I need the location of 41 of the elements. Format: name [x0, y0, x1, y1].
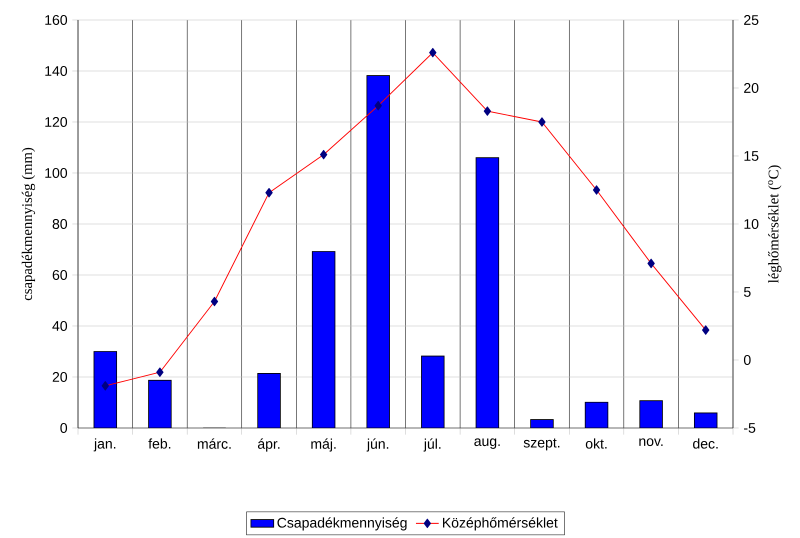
- y-tick-label: 40: [52, 321, 68, 331]
- y-tick-label: 20: [52, 372, 68, 382]
- x-tick-label: márc.: [198, 438, 231, 449]
- legend-label: Középhőmérséklet: [443, 517, 558, 530]
- bar: [421, 356, 445, 428]
- x-tick-label: máj.: [311, 438, 336, 452]
- x-tick-label: dec.: [693, 438, 718, 449]
- x-tick-label: aug.: [474, 438, 500, 449]
- legend-label: Csapadékmennyiség: [277, 517, 407, 530]
- y2-tick-label: -5: [744, 423, 756, 433]
- x-tick-label: jan.: [94, 438, 116, 452]
- bar: [312, 251, 336, 428]
- y2-tick-label: 5: [744, 287, 751, 297]
- y-tick-label: 0: [60, 423, 68, 433]
- x-tick-label: feb.: [148, 438, 170, 449]
- x-tick-label: szept.: [524, 438, 560, 450]
- x-tick-label: nov.: [639, 438, 663, 446]
- bar: [94, 351, 118, 428]
- bar: [366, 75, 390, 428]
- y-tick-label: 160: [45, 15, 68, 25]
- x-tick-label: ápr.: [258, 438, 280, 452]
- y-tick-label: 100: [45, 168, 68, 178]
- y2-tick-label: 10: [744, 219, 758, 229]
- y-tick-label: 120: [45, 117, 68, 127]
- bar: [639, 400, 663, 428]
- y2-tick-label: 15: [744, 151, 758, 161]
- y-axis-title: csapadékmennyiség (mm): [22, 148, 36, 300]
- y2-axis-title: léghőmérséklet ($^{o}$C): [768, 165, 782, 284]
- bar: [476, 157, 500, 428]
- y-tick-label: 60: [52, 270, 68, 280]
- bar: [257, 373, 281, 428]
- bar: [584, 402, 608, 428]
- x-tick-label: júl.: [424, 438, 440, 452]
- y2-tick-label: 25: [744, 15, 758, 25]
- y2-tick-label: 20: [744, 83, 758, 93]
- bar: [148, 380, 172, 428]
- y-tick-label: 80: [52, 219, 68, 229]
- y-tick-label: 140: [45, 66, 68, 76]
- x-tick-label: jún.: [366, 438, 388, 452]
- y2-tick-label: 0: [744, 355, 751, 365]
- x-tick-label: okt.: [586, 438, 607, 449]
